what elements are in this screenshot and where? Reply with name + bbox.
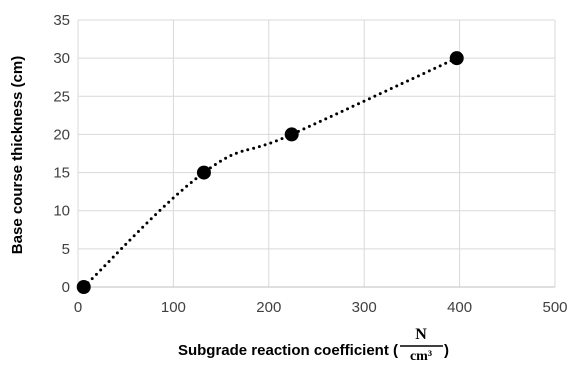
y-tick-label-7: 35 bbox=[53, 12, 70, 29]
y-tick-label-2: 10 bbox=[53, 203, 70, 220]
series-0-point-0 bbox=[76, 280, 91, 294]
axes bbox=[77, 20, 555, 288]
x-tick-label-2: 200 bbox=[256, 299, 281, 316]
x-tick-label-4: 400 bbox=[447, 299, 472, 316]
x-axis-title: Subgrade reaction coefficient ( N cm³ ) bbox=[178, 326, 449, 364]
gridlines bbox=[78, 19, 556, 287]
tick-labels: 0 100 200 300 400 500 0 5 10 15 20 25 30 35 bbox=[53, 12, 567, 316]
y-tick-label-0: 0 bbox=[62, 279, 70, 296]
series-0-line bbox=[82, 56, 459, 289]
x-tick-label-0: 0 bbox=[74, 299, 82, 316]
series-0-point-1 bbox=[196, 165, 211, 180]
x-axis-title-text: Subgrade reaction coefficient ( bbox=[178, 342, 398, 359]
y-tick-label-4: 20 bbox=[53, 126, 70, 143]
x-axis-unit-numerator: N bbox=[415, 326, 427, 343]
x-axis-unit-denominator: cm³ bbox=[410, 349, 432, 361]
x-axis-title-close: ) bbox=[444, 342, 449, 359]
y-tick-label-5: 25 bbox=[53, 88, 70, 105]
y-tick-label-3: 15 bbox=[53, 165, 70, 182]
y-tick-label-6: 30 bbox=[53, 50, 70, 67]
x-tick-label-1: 100 bbox=[161, 299, 186, 316]
y-axis-title: Base course thickness (cm) bbox=[9, 56, 26, 254]
series-0-point-2 bbox=[284, 127, 299, 142]
x-tick-label-5: 500 bbox=[542, 299, 567, 316]
y-tick-label-1: 5 bbox=[62, 241, 70, 258]
x-tick-label-3: 300 bbox=[352, 299, 377, 316]
data-series bbox=[76, 51, 464, 294]
series-0-point-3 bbox=[449, 51, 464, 66]
